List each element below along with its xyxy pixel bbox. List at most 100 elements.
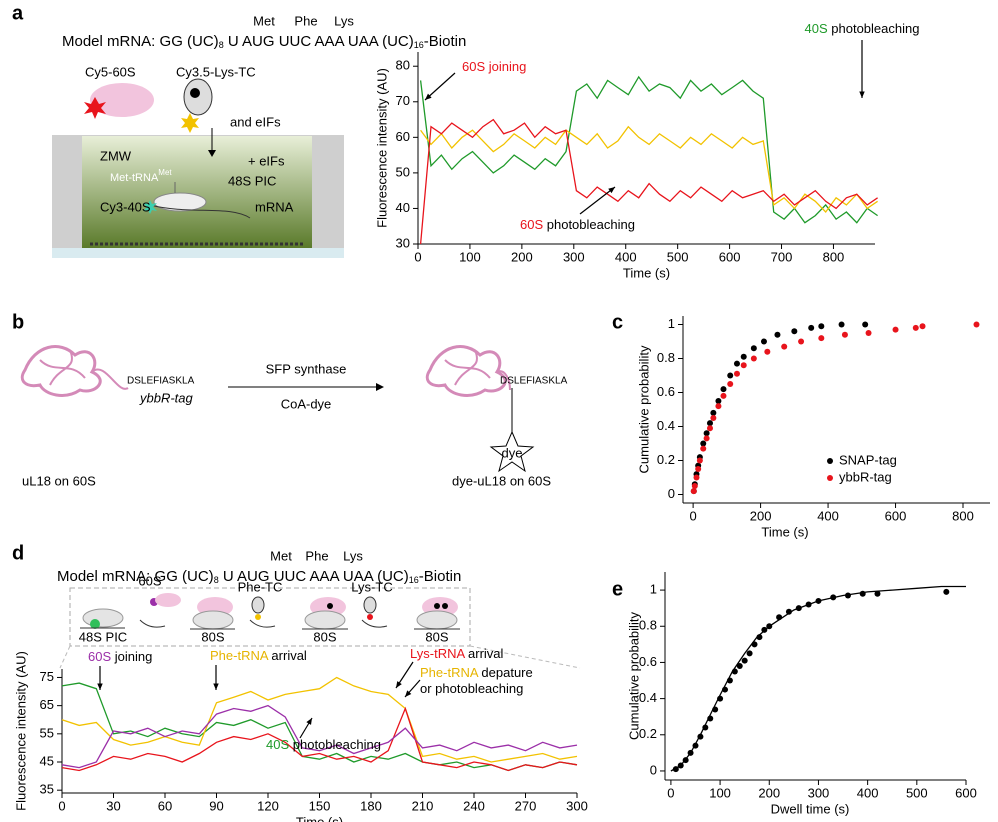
x-tick-label: 150 [309,798,331,813]
state-label: 80S [313,629,336,644]
x-tick-label: 800 [952,508,974,523]
y-tick-label: 75 [40,669,54,684]
y-axis-label: Cumulative probability [626,612,641,740]
glass [52,248,344,258]
mrna-part: -Biotin [424,33,467,50]
tag-sequence: DSLEFIASKLA [127,376,195,387]
y-axis-label: Cumulative probability [636,345,651,473]
annotation: 40S photobleaching [266,737,381,752]
x-tick-label: 600 [885,508,907,523]
point [706,420,713,427]
x-tick-label: 500 [906,785,928,800]
y-tick-label: 55 [40,725,54,740]
point [818,335,825,342]
ribosome-40s [82,608,124,628]
point [715,403,722,410]
point [859,590,866,597]
schematic-label: Cy3-40S [100,199,151,214]
annotation-part: depature [478,665,533,680]
trna [434,603,440,609]
y-tick-label: 0.6 [657,384,675,399]
point [736,663,743,670]
point [690,488,697,495]
annotation: Phe-tRNA depature [420,665,533,680]
annotation-part: joining [485,59,526,74]
protein [444,349,511,391]
point [912,324,919,331]
schematic-label: Cy5-60S [85,64,136,79]
trna-dot [190,88,200,98]
x-tick-label: 200 [750,508,772,523]
x-tick-label: 60 [158,798,172,813]
point [892,326,899,333]
reaction-label: SFP synthase [266,361,347,376]
mrna-part: Model mRNA: GG (UC) [62,33,219,50]
trna [442,603,448,609]
annotation: 40S photobleaching [805,21,920,36]
y-tick-label: 65 [40,697,54,712]
point [727,372,734,379]
point [700,445,707,452]
mrna-part: Model mRNA: GG (UC) [57,568,214,585]
arrow-head [208,150,216,157]
point [695,466,702,472]
annotation-arrow-head [306,718,312,725]
point [781,343,788,350]
annotation-arrow-head [405,690,412,697]
point [750,355,757,362]
x-tick-label: 30 [106,798,120,813]
point [720,392,727,399]
step-label: 60S [138,573,161,588]
ribosome-40s [192,610,234,630]
dye [90,619,100,629]
y-tick-label: 35 [40,782,54,797]
caption: dye-uL18 on 60S [452,473,551,488]
y-tick-label: 0 [668,486,675,501]
x-tick-label: 400 [817,508,839,523]
codon: Met [253,13,275,28]
schematic-label: mRNA [255,199,294,214]
y-tick-label: 1 [668,316,675,331]
zmw-schematic: Cy5-60S Cy3.5-Lys-TC and eIFs ZMW + eIFs… [52,64,344,258]
point [838,321,845,328]
point [741,657,748,664]
x-axis-label: Time (s) [623,265,670,280]
annotation-arrow-head [608,187,615,194]
schematic-text: Met-tRNA [110,172,159,184]
arrow-head [376,383,384,391]
point [703,435,710,442]
point [862,321,869,328]
point [874,590,881,597]
annotation-arrow-head [859,91,865,98]
tag-sequence: DSLEFIASKLA [500,376,568,387]
mrna-sequence: Model mRNA: GG (UC)8 U AUG UUC AAA UAA (… [62,33,466,50]
x-tick-label: 200 [511,249,533,264]
trace [61,676,578,763]
annotation-part: arrival [464,646,503,661]
y-tick-label: 50 [396,164,410,179]
annotation-part: photobleaching [828,21,920,36]
trace [670,585,966,772]
point [727,381,734,387]
annotation: 60S joining [88,649,152,664]
mrna-subscript: 8 [214,575,219,585]
codon: Lys [334,13,354,28]
codon: Phe [294,13,317,28]
dye-star [489,430,535,473]
point [750,345,757,352]
schematic-label: Met-tRNAMet [110,168,172,184]
schematic-label: ZMW [100,148,132,163]
annotation-part: Phe-tRNA [210,648,269,663]
schematic-box [69,587,471,647]
annotation-part: Phe-tRNA [420,665,479,680]
point [760,338,767,345]
trace [420,125,878,214]
x-tick-label: 210 [412,798,434,813]
x-tick-label: 400 [615,249,637,264]
panel-label: d [12,542,24,564]
annotation-arrow [579,186,616,215]
y-tick-label: 1 [650,582,657,597]
x-tick-label: 270 [515,798,537,813]
point [740,362,747,369]
